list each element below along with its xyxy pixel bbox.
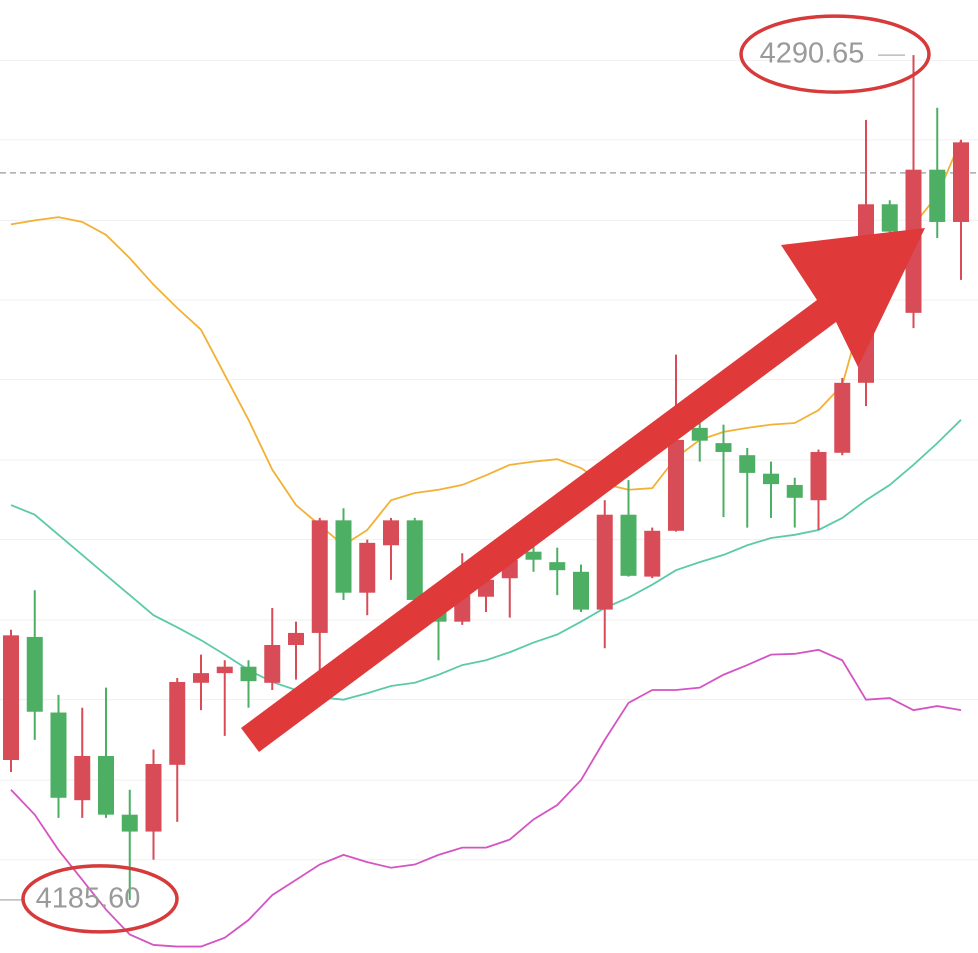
candle-body [668,439,684,531]
candle-body [644,530,661,577]
background-layer [0,59,978,948]
candle-body [50,712,67,798]
candle-body [953,142,969,222]
candle-body [715,443,732,452]
candle-body [264,644,281,683]
candle-body [810,451,827,501]
band-line [10,139,962,547]
candle-body [98,755,114,815]
band-line [10,648,962,948]
annotation-layer: 4290.65 4185.60 [0,14,931,934]
candle-body [573,571,589,610]
candle-body [169,681,186,765]
trend-arrow [241,228,925,752]
marks-layer [3,55,969,900]
annotation-label: 4185.60 [36,883,141,915]
annotation-circle [21,864,179,934]
candle-body [620,514,637,576]
candle-body [549,562,566,571]
candle-body [216,666,233,674]
candle-body [311,520,328,633]
candle-body [288,632,304,645]
candle-body [596,514,613,610]
candle-body [26,636,43,712]
candle-body [834,382,851,453]
candle-body [3,635,19,760]
candle-body [383,520,399,546]
candle-body [786,484,803,498]
candle-body [525,551,542,560]
band-line [10,419,962,701]
candle-body [121,814,138,832]
candle-body [691,427,708,441]
candle-body [763,473,779,485]
candle-body [881,204,898,232]
candle-body [406,520,423,600]
candle-body [739,455,756,473]
candle-body [240,666,257,682]
annotation-label: 4290.65 [760,38,865,70]
annotation-circle [739,14,931,94]
candle-body [145,764,162,832]
candle-body [193,673,209,683]
candle-body [335,520,352,593]
candle-body [74,755,91,801]
candle-body [929,169,946,222]
candle-body [359,542,376,593]
